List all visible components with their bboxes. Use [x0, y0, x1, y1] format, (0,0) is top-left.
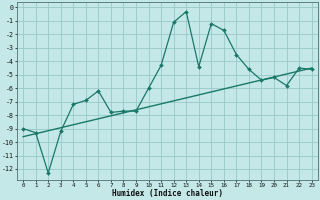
X-axis label: Humidex (Indice chaleur): Humidex (Indice chaleur)	[112, 189, 223, 198]
